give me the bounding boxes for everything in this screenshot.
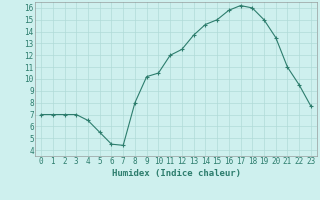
X-axis label: Humidex (Indice chaleur): Humidex (Indice chaleur) [111,169,241,178]
